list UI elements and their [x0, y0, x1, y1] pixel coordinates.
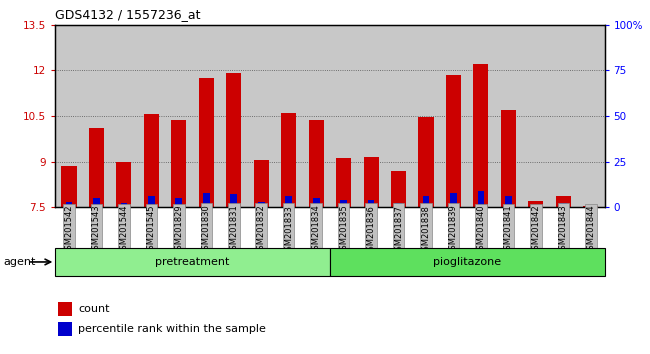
Text: GSM201842: GSM201842 — [531, 205, 540, 256]
Bar — [560, 204, 567, 207]
Text: GSM201543: GSM201543 — [92, 205, 101, 256]
Bar — [120, 204, 127, 207]
Bar — [116, 161, 131, 207]
Bar — [230, 194, 237, 207]
Bar — [58, 321, 72, 336]
Bar — [528, 201, 543, 207]
Bar — [473, 64, 488, 207]
Text: GSM201833: GSM201833 — [284, 205, 293, 256]
Bar — [363, 157, 378, 207]
Text: GSM201837: GSM201837 — [394, 205, 403, 256]
Bar — [93, 198, 100, 207]
Text: GSM201836: GSM201836 — [367, 205, 376, 256]
Bar — [58, 302, 72, 316]
Bar — [313, 198, 320, 207]
Text: GSM201832: GSM201832 — [257, 205, 266, 256]
Bar — [89, 128, 104, 207]
Text: GSM201844: GSM201844 — [586, 205, 595, 256]
Bar — [532, 205, 540, 207]
Bar — [501, 110, 516, 207]
Text: GSM201542: GSM201542 — [64, 205, 73, 255]
Text: GSM201838: GSM201838 — [421, 205, 430, 256]
Text: GSM201840: GSM201840 — [476, 205, 486, 256]
Text: GSM201545: GSM201545 — [147, 205, 156, 255]
Bar — [391, 171, 406, 207]
Bar — [450, 193, 457, 207]
Text: percentile rank within the sample: percentile rank within the sample — [78, 324, 266, 334]
Bar — [254, 160, 268, 207]
Bar — [148, 196, 155, 207]
Bar — [55, 248, 330, 276]
Text: pretreatment: pretreatment — [155, 257, 229, 267]
Bar — [336, 159, 351, 207]
Bar — [505, 196, 512, 207]
Bar — [368, 200, 374, 207]
Bar — [199, 78, 214, 207]
Bar — [330, 248, 604, 276]
Bar — [66, 202, 72, 207]
Text: pioglitazone: pioglitazone — [433, 257, 501, 267]
Text: GSM201830: GSM201830 — [202, 205, 211, 256]
Bar — [478, 191, 484, 207]
Bar — [62, 166, 77, 207]
Bar — [340, 200, 347, 207]
Bar — [226, 73, 241, 207]
Text: GSM201829: GSM201829 — [174, 205, 183, 256]
Bar — [285, 196, 292, 207]
Bar — [583, 206, 598, 207]
Text: GDS4132 / 1557236_at: GDS4132 / 1557236_at — [55, 8, 201, 21]
Bar — [419, 118, 434, 207]
Bar — [258, 202, 265, 207]
Bar — [172, 120, 187, 207]
Bar — [176, 198, 182, 207]
Text: GSM201841: GSM201841 — [504, 205, 513, 256]
Text: GSM201835: GSM201835 — [339, 205, 348, 256]
Bar — [281, 113, 296, 207]
Text: count: count — [78, 304, 110, 314]
Text: GSM201831: GSM201831 — [229, 205, 239, 256]
Bar — [144, 114, 159, 207]
Bar — [446, 75, 461, 207]
Bar — [395, 204, 402, 207]
Bar — [588, 205, 594, 207]
Bar — [556, 196, 571, 207]
Bar — [309, 120, 324, 207]
Text: agent: agent — [3, 257, 36, 267]
Text: GSM201834: GSM201834 — [311, 205, 320, 256]
Text: GSM201843: GSM201843 — [559, 205, 568, 256]
Text: GSM201544: GSM201544 — [120, 205, 129, 255]
Bar — [203, 193, 210, 207]
Bar — [422, 196, 430, 207]
Text: GSM201839: GSM201839 — [449, 205, 458, 256]
